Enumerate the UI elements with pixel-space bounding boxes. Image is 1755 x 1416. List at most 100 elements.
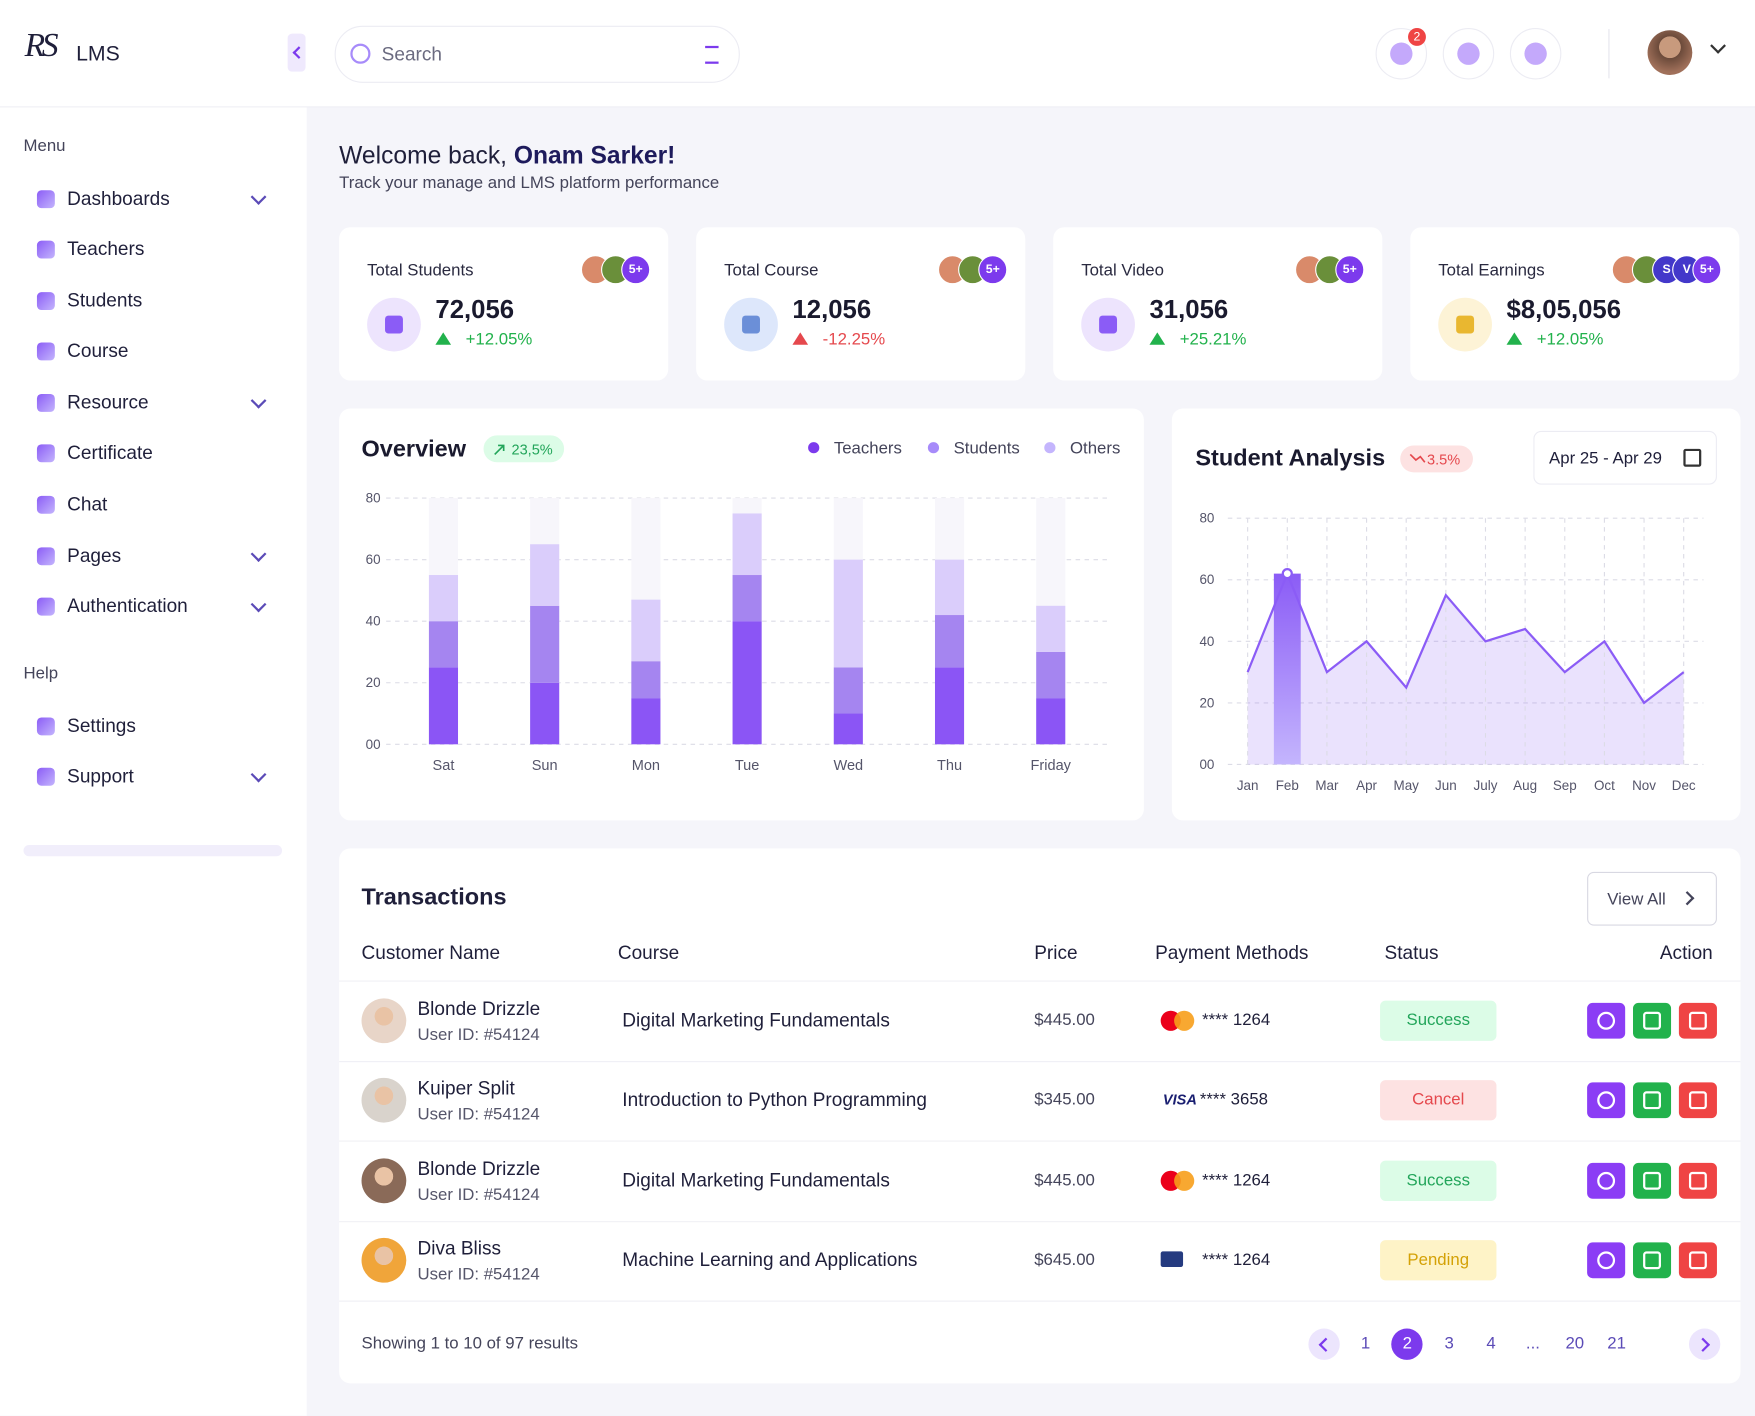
user-avatar[interactable] xyxy=(1647,30,1693,75)
welcome-title: Welcome back, Onam Sarker! xyxy=(339,141,675,170)
transactions-card xyxy=(339,848,1741,1384)
view-button[interactable] xyxy=(1587,1082,1626,1119)
divider xyxy=(1608,29,1610,79)
menu-icon xyxy=(36,547,55,566)
delete-button[interactable] xyxy=(1678,1002,1717,1039)
collapse-button[interactable] xyxy=(287,33,306,72)
stat-change: +12.05% xyxy=(465,330,533,350)
date-range: Apr 25 - Apr 29 xyxy=(1549,448,1662,468)
chevron xyxy=(1696,1337,1711,1352)
menu-item[interactable]: Students xyxy=(36,288,143,315)
bar-segment xyxy=(530,544,560,606)
status-badge: Cancel xyxy=(1380,1080,1497,1121)
action-icon xyxy=(1597,1091,1616,1110)
delete-button[interactable] xyxy=(1678,1082,1717,1119)
action-icon xyxy=(1643,1011,1661,1030)
settings-button[interactable] xyxy=(1509,27,1562,80)
action-icon xyxy=(1643,1171,1661,1190)
stat-label: Total Earnings xyxy=(1438,260,1545,280)
filter-icon[interactable] xyxy=(705,45,719,64)
page-number[interactable]: 4 xyxy=(1486,1334,1496,1354)
bar-segment xyxy=(631,599,661,662)
column-header: Customer Name xyxy=(361,942,501,964)
status-badge: Success xyxy=(1380,1000,1497,1041)
student-analysis-chart: Student Analysis 3.5% 00 20 40 60 80 Jan Feb Mar A… xyxy=(1195,445,1704,793)
notification-count: 2 xyxy=(1408,27,1426,46)
page-number[interactable]: 21 xyxy=(1607,1334,1626,1354)
stat-change: -12.25% xyxy=(822,330,886,350)
edit-button[interactable] xyxy=(1633,1082,1672,1119)
legend-dot xyxy=(1044,442,1056,454)
paypal-logo xyxy=(1160,1251,1184,1267)
page-number[interactable]: 20 xyxy=(1565,1334,1585,1354)
page-number[interactable]: ... xyxy=(1525,1334,1540,1354)
customer-id: User ID: #54124 xyxy=(417,1025,540,1045)
page-number[interactable]: 3 xyxy=(1444,1334,1454,1354)
column-header: Status xyxy=(1384,942,1439,964)
column-header: Price xyxy=(1034,942,1078,964)
menu-item[interactable]: Certificate xyxy=(36,440,153,467)
bar-segment xyxy=(428,667,459,745)
view-button[interactable] xyxy=(1587,1242,1626,1279)
delete-button[interactable] xyxy=(1678,1162,1717,1199)
row-divider xyxy=(339,1300,1741,1302)
card-number: **** 3658 xyxy=(1199,1090,1268,1110)
student-analysis-card: Student Analysis 3.5% 00 20 40 60 80 Jan Feb Mar A… xyxy=(1171,408,1741,821)
action-icon xyxy=(1688,1091,1707,1110)
chat-button[interactable] xyxy=(1442,27,1495,80)
price: $345.00 xyxy=(1034,1090,1095,1110)
x-tick-label: Jan xyxy=(1237,778,1259,793)
stat-value: $8,05,056 xyxy=(1506,294,1622,324)
edit-button[interactable] xyxy=(1633,1002,1672,1039)
card-number: **** 1264 xyxy=(1202,1170,1271,1190)
menu-item[interactable]: Pages xyxy=(36,543,122,570)
prev-page[interactable] xyxy=(1308,1328,1340,1360)
help-title: Help xyxy=(23,663,59,683)
stat-value: 72,056 xyxy=(435,294,515,324)
view-button[interactable] xyxy=(1587,1002,1626,1039)
edit-button[interactable] xyxy=(1633,1242,1672,1279)
row-divider xyxy=(339,1220,1741,1222)
y-tick-label: 40 xyxy=(366,614,381,629)
menu-item[interactable]: Course xyxy=(36,338,129,365)
x-tick-label: Wed xyxy=(833,758,863,774)
customer-id: User ID: #54124 xyxy=(417,1105,540,1125)
bar-segment xyxy=(631,698,661,745)
next-page[interactable] xyxy=(1689,1328,1721,1360)
page-number[interactable]: 2 xyxy=(1391,1328,1424,1360)
bar-segment xyxy=(530,605,560,683)
page-number[interactable]: 1 xyxy=(1360,1334,1371,1354)
menu-item[interactable]: Teachers xyxy=(36,236,144,263)
view-button[interactable] xyxy=(1587,1162,1626,1199)
legend-dot xyxy=(808,442,820,454)
view-all-button[interactable]: View All xyxy=(1587,871,1717,926)
menu-item[interactable]: Dashboards xyxy=(36,186,170,213)
customer-id: User ID: #54124 xyxy=(417,1264,540,1284)
delete-button[interactable] xyxy=(1678,1242,1717,1279)
menu-label: Students xyxy=(67,289,143,312)
x-tick-label: Sep xyxy=(1553,778,1577,793)
legend-label: Students xyxy=(954,438,1020,457)
bar-segment xyxy=(833,559,863,668)
menu-item[interactable]: Support xyxy=(36,763,134,790)
date-picker[interactable]: Apr 25 - Apr 29 xyxy=(1533,430,1717,485)
menu-label: Pages xyxy=(67,545,122,567)
x-tick-label: Sat xyxy=(433,758,455,774)
action-icon xyxy=(1688,1011,1707,1030)
change-chip xyxy=(1400,445,1473,473)
menu-item[interactable]: Authentication xyxy=(36,593,188,620)
menu-icon xyxy=(36,240,55,259)
menu-item[interactable]: Settings xyxy=(36,713,136,740)
line xyxy=(1246,570,1685,705)
menu-label: Dashboards xyxy=(67,188,170,210)
search-box[interactable]: Search xyxy=(334,25,740,83)
menu-item[interactable]: Chat xyxy=(36,491,107,518)
customer-avatar xyxy=(361,1157,407,1203)
menu-item[interactable]: Resource xyxy=(36,390,149,417)
sidebar xyxy=(0,0,307,1416)
legend-label: Teachers xyxy=(834,438,902,457)
chip-arrow xyxy=(494,444,505,456)
visa-logo: VISA xyxy=(1162,1091,1197,1109)
x-tick-label: Thu xyxy=(937,758,962,774)
edit-button[interactable] xyxy=(1633,1162,1672,1199)
